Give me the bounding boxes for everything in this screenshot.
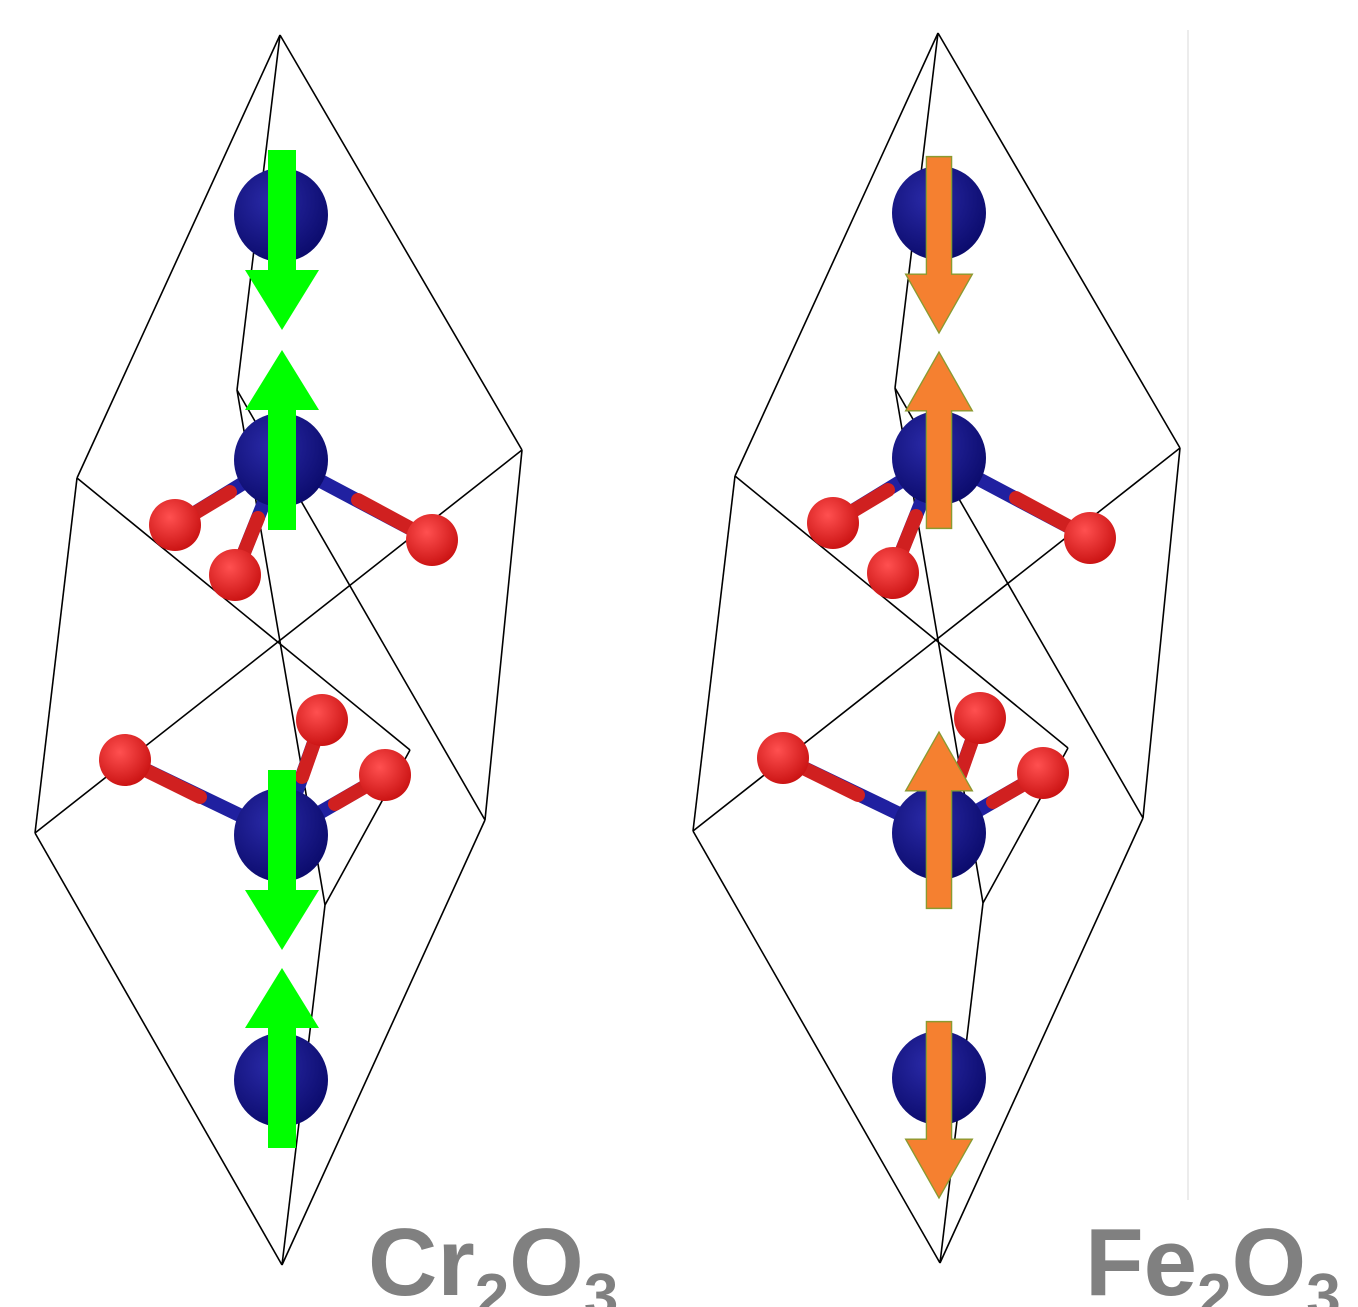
formula-subscript: 2 bbox=[1197, 1262, 1231, 1307]
formula-part: O bbox=[1232, 1209, 1307, 1307]
formula-part: O bbox=[509, 1209, 584, 1307]
formula-subscript: 2 bbox=[475, 1262, 509, 1307]
formula-subscript: 3 bbox=[1306, 1262, 1340, 1307]
formula-fe2o3: Fe2O3 bbox=[1085, 1209, 1341, 1307]
figure: Cr2O3 Fe2O3 bbox=[0, 0, 1358, 1307]
page: Cr2O3 Fe2O3 (() => { const data = JSON.p… bbox=[0, 0, 1358, 1307]
formula-cr2o3: Cr2O3 bbox=[368, 1209, 618, 1307]
formula-subscript: 3 bbox=[584, 1262, 618, 1307]
formula-part: Cr bbox=[368, 1209, 475, 1307]
formula-part: Fe bbox=[1085, 1209, 1197, 1307]
